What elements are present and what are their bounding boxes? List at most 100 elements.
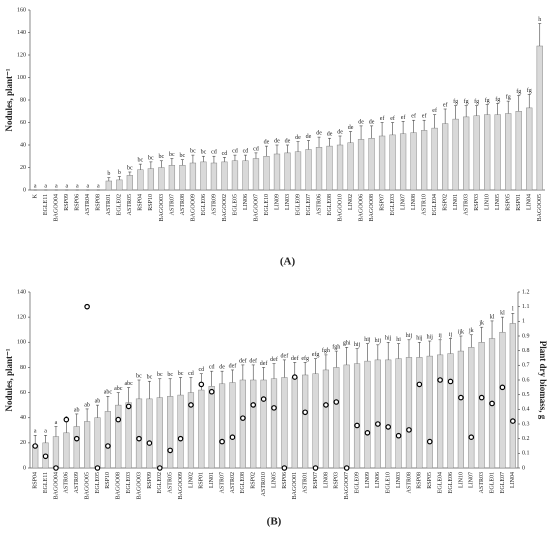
y-tick-label: 20 <box>20 165 26 171</box>
x-tick-label: BAGOO07 <box>253 194 259 221</box>
bar <box>478 342 485 469</box>
bar <box>250 379 257 469</box>
significance-letter: jk <box>468 328 474 334</box>
x-tick-label: RSP06 <box>282 472 288 489</box>
significance-letter: hij <box>354 342 361 348</box>
significance-letter: de <box>264 140 270 146</box>
significance-letter: a <box>44 183 47 189</box>
x-tick-label: RSP05 <box>427 472 433 489</box>
significance-letter: de <box>316 131 322 137</box>
y2-tick-label: 0.2 <box>522 436 530 442</box>
x-tick-label: RSP09 <box>64 194 70 211</box>
bar <box>536 45 543 191</box>
x-tick-label: BAGOO05 <box>537 194 543 221</box>
y2-tick-label: 0.7 <box>522 363 530 369</box>
y-tick-label: 40 <box>20 415 26 421</box>
bar <box>167 396 174 469</box>
y-tick-label: 80 <box>20 97 26 103</box>
x-tick-label: EGLE03 <box>390 194 396 215</box>
y2-tick-label: 0.9 <box>522 333 530 339</box>
bar <box>177 394 184 469</box>
significance-letter: abc <box>114 386 123 392</box>
bar <box>218 383 226 469</box>
significance-letter: ab <box>84 402 90 408</box>
biomass-point <box>94 465 101 471</box>
x-tick-label: LIN05 <box>495 194 501 210</box>
x-tick-label: RSP09 <box>147 472 153 489</box>
bar <box>399 133 407 191</box>
y-axis-title: Nodules, plant⁻¹ <box>4 68 14 131</box>
bar <box>210 162 218 191</box>
bar <box>333 367 340 469</box>
x-tick-label: ASTR01 <box>106 194 112 215</box>
x-tick-label: BAGOO10 <box>337 194 343 221</box>
bar <box>105 180 112 191</box>
y-tick-label: 100 <box>17 340 26 346</box>
bar <box>273 153 281 191</box>
significance-letter: bc <box>178 371 184 377</box>
significance-letter: fg <box>527 87 532 94</box>
bar <box>158 167 165 191</box>
bar <box>336 144 344 191</box>
x-tick-label: EGLE05 <box>95 472 101 493</box>
significance-letter: a <box>76 183 79 189</box>
y-tick-label: 20 <box>20 440 26 446</box>
x-tick-label: BAGOO03 <box>136 472 142 499</box>
x-tick-label: BAGOO05 <box>84 472 90 499</box>
biomass-point <box>177 435 184 442</box>
significance-letter: bc <box>127 165 133 171</box>
bar <box>221 161 228 191</box>
biomass-point <box>343 465 350 471</box>
x-tick-label: RSP03 <box>334 472 340 489</box>
x-tick-label: ASTR02 <box>230 472 236 493</box>
biomass-point <box>302 409 308 416</box>
significance-letter: hij <box>364 337 371 343</box>
bar <box>368 138 375 191</box>
y-tick-label: 160 <box>17 7 26 13</box>
biomass-point <box>229 434 236 441</box>
x-tick-label: ASTR06 <box>316 194 322 215</box>
y2-tick-label: 0.1 <box>522 451 530 457</box>
x-tick-label: BAGOO04 <box>53 472 59 499</box>
biomass-point <box>260 396 267 402</box>
biomass-point <box>375 421 381 427</box>
y2-tick-label: 0 <box>522 465 525 471</box>
bar <box>312 373 319 469</box>
biomass-point <box>125 403 132 410</box>
biomass-point <box>447 378 454 385</box>
biomass-point <box>105 443 111 449</box>
x-tick-label: EGLE07 <box>500 472 506 493</box>
x-tick-label: RSP02 <box>251 472 257 489</box>
bar <box>156 397 163 469</box>
x-tick-label: EGLE11 <box>43 194 49 215</box>
significance-letter: fg <box>464 98 469 105</box>
bar <box>305 149 312 191</box>
x-tick-label: LIN07 <box>400 194 406 210</box>
biomass-point <box>42 453 49 460</box>
y-tick-label: 140 <box>17 30 26 36</box>
x-tick-label: LIN09 <box>365 472 371 488</box>
significance-letter: fg <box>474 98 479 105</box>
significance-letter: de <box>295 135 301 141</box>
significance-letter: bc <box>159 154 165 160</box>
biomass-point <box>458 394 464 401</box>
y2-tick-label: 1.1 <box>522 304 530 310</box>
x-tick-label: LIN04 <box>510 472 516 488</box>
significance-letter: a <box>34 183 37 189</box>
x-tick-label: ASTR04 <box>85 194 91 215</box>
biomass-point <box>437 377 443 383</box>
biomass-point <box>489 400 495 407</box>
significance-letter: cd <box>232 149 238 155</box>
significance-letter: jk <box>478 321 484 327</box>
significance-letter: a <box>97 183 100 189</box>
bar <box>473 115 480 191</box>
biomass-point <box>333 399 340 405</box>
bar <box>146 398 153 469</box>
x-tick-label: K <box>33 193 39 198</box>
bar <box>294 151 302 191</box>
x-tick-label: LIN05 <box>271 472 277 488</box>
significance-letter: def <box>260 360 268 367</box>
bar <box>499 331 506 469</box>
x-tick-label: RSP08 <box>96 194 102 211</box>
significance-letter: hij <box>406 333 413 339</box>
